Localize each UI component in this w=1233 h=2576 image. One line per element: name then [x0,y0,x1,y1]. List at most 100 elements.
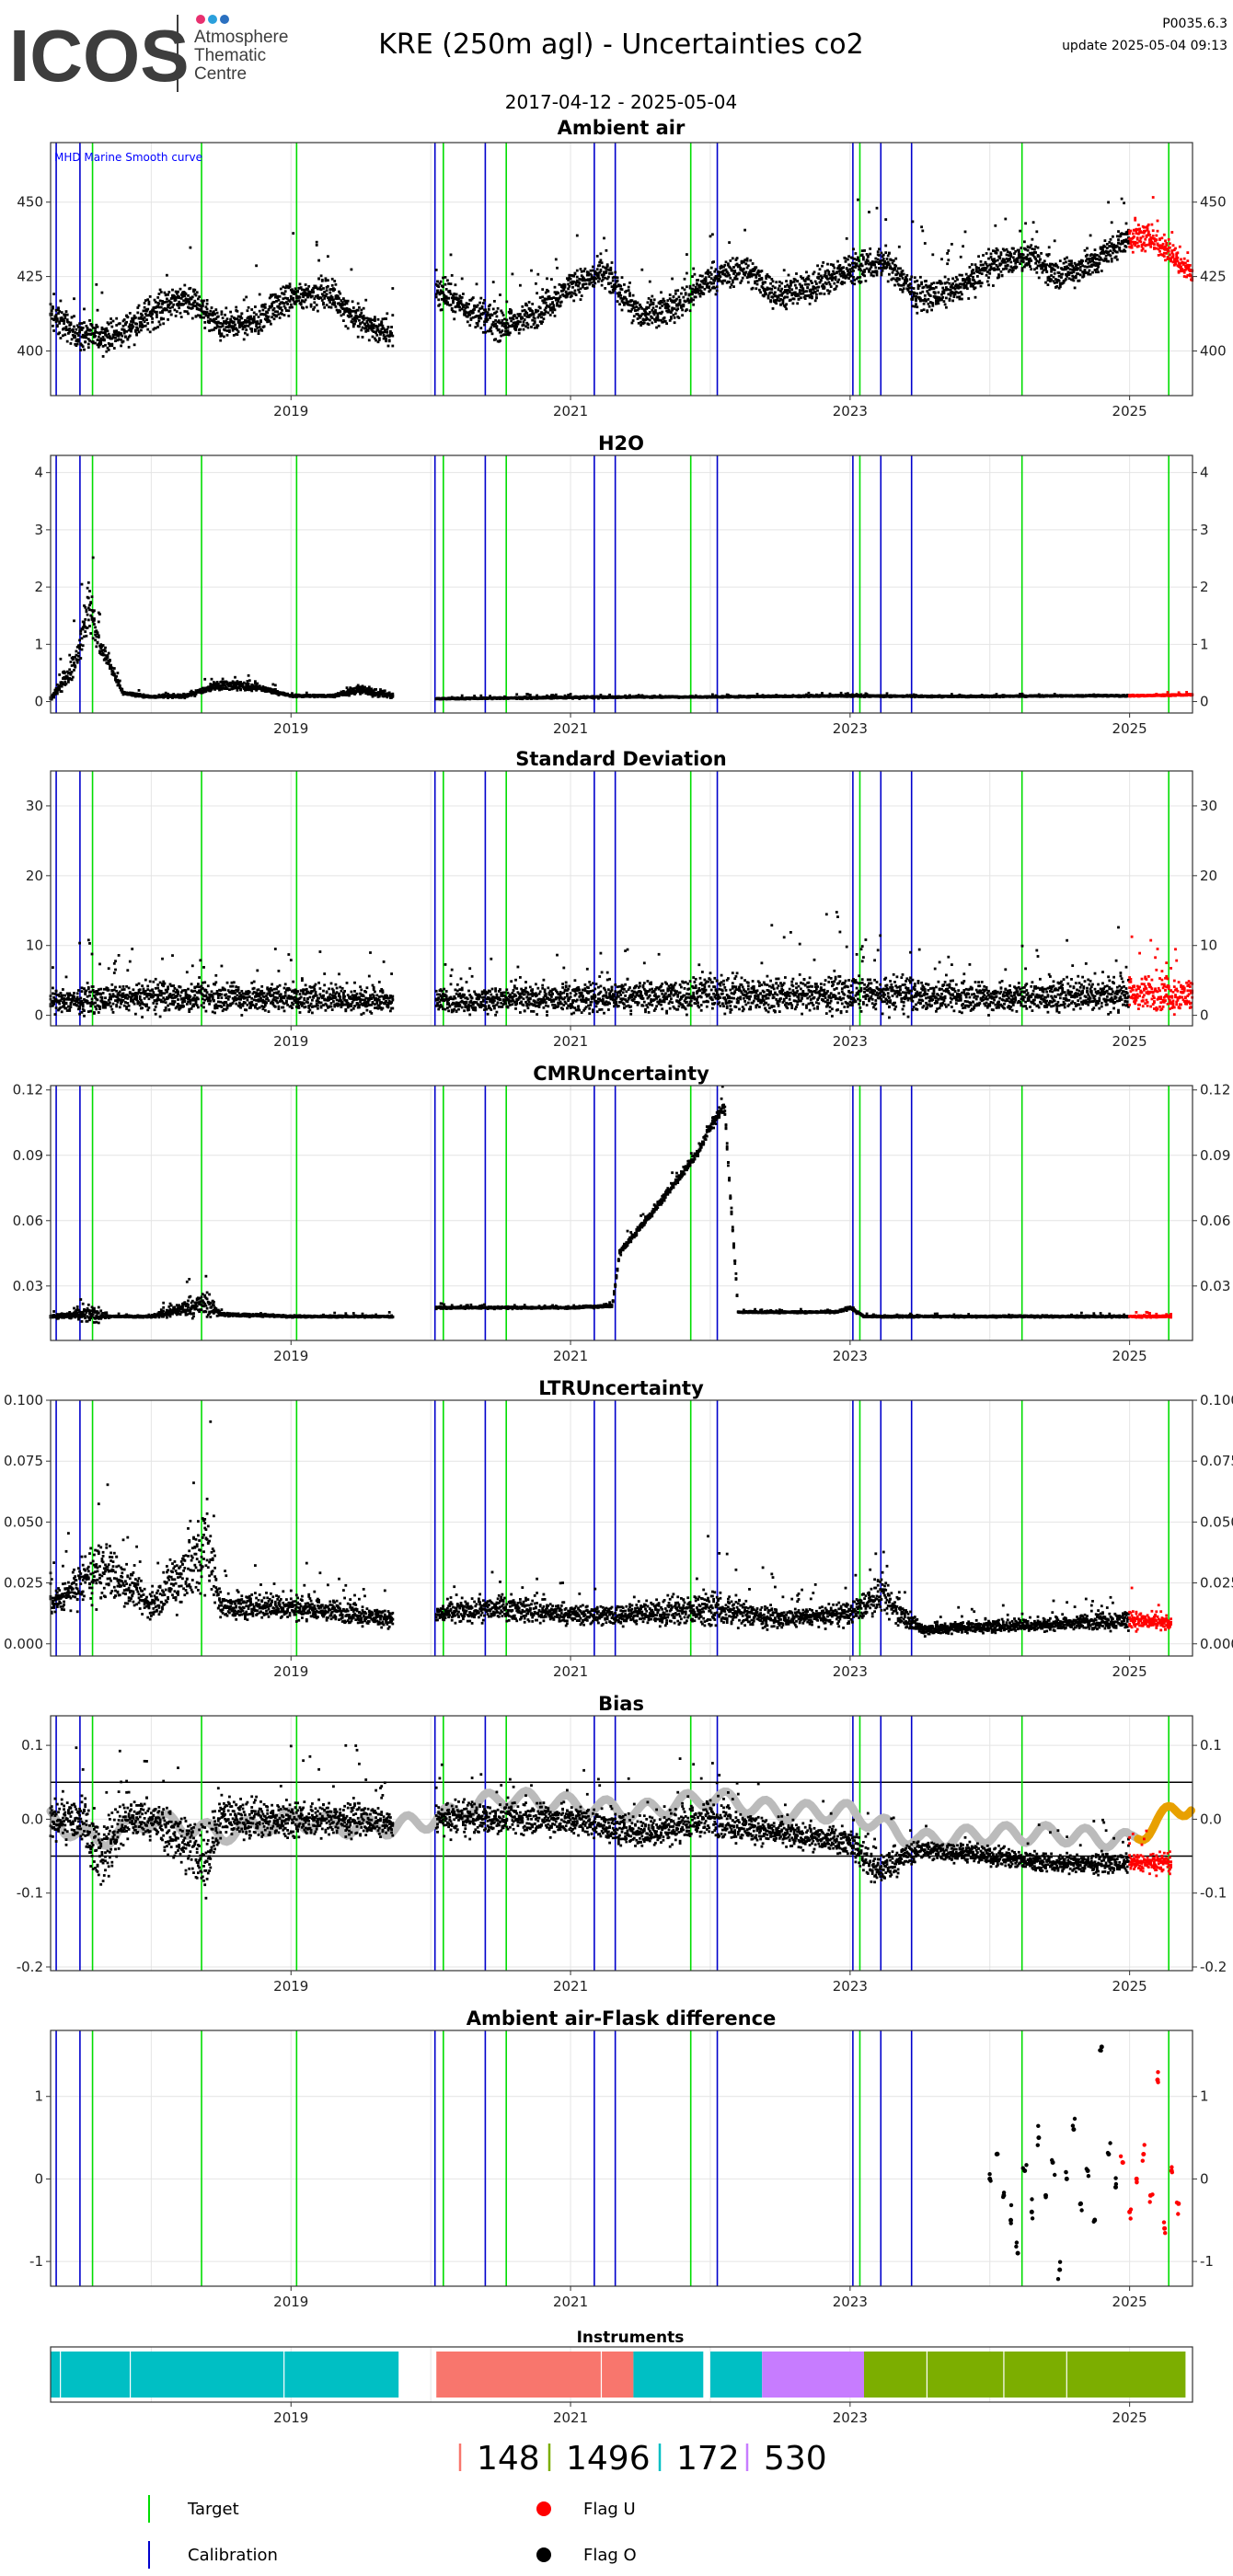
data-point [334,305,338,308]
data-point [808,302,812,305]
data-point [852,265,855,269]
data-point [125,320,128,324]
data-point [1148,241,1151,244]
data-point [785,290,788,293]
report-title: KRE (250m agl) - Uncertainties co2 [378,29,864,61]
data-point [745,259,749,262]
data-point [354,311,358,314]
data-point [1190,274,1193,278]
data-point [770,291,774,294]
data-point [83,307,86,311]
data-point [353,316,356,319]
data-point [1143,231,1146,235]
data-point [463,304,466,307]
data-point [802,290,806,293]
data-point [881,259,884,262]
data-point [161,303,164,305]
data-point [651,321,654,325]
data-point [272,317,276,321]
data-point [605,265,609,268]
data-point [379,324,382,327]
data-point [216,315,220,318]
data-point [210,677,213,681]
data-point [959,291,962,293]
data-point [54,314,58,316]
data-point [1129,229,1133,233]
logo-dot-magenta [196,15,205,24]
data-point [601,275,605,278]
data-point [120,338,122,341]
data-point [566,294,569,298]
data-point [163,291,167,294]
data-point [288,300,292,303]
data-point [1147,223,1150,226]
data-point [845,236,848,240]
data-point [740,279,743,282]
data-point [1019,253,1021,256]
data-point [997,268,1000,271]
data-point [1104,249,1108,253]
data-point [521,305,524,308]
data-point [1058,285,1062,289]
data-point [623,283,626,286]
data-point [52,324,54,328]
data-point [541,295,545,299]
data-point [668,293,672,296]
data-point [466,311,469,315]
data-point [292,232,295,235]
data-point [315,304,318,306]
data-point [213,317,215,321]
data-point [464,313,467,316]
data-point [875,206,879,210]
data-point [541,299,545,303]
data-point [1026,253,1030,257]
data-point [252,311,256,315]
data-point [875,273,879,277]
data-point [525,312,529,315]
data-point [218,328,221,332]
data-point [1103,239,1107,242]
data-point [107,332,110,336]
data-point [1049,262,1052,266]
data-point [279,306,282,309]
data-point [968,278,972,281]
data-point [1089,234,1092,237]
data-point [273,684,277,687]
data-point [77,651,80,655]
data-point [1104,254,1108,258]
data-point [1139,240,1143,244]
data-point [85,336,88,339]
data-point [1074,274,1077,278]
data-point [93,333,96,336]
data-point [779,298,782,301]
data-point [1147,230,1150,234]
data-point [590,281,593,284]
data-point [994,259,997,263]
data-point [258,322,261,326]
data-point [327,279,329,282]
data-point [86,581,90,584]
data-point [863,270,866,273]
data-point [1066,267,1070,270]
data-point [951,291,953,293]
data-point [746,264,750,268]
data-point [703,282,707,285]
data-point [479,316,483,320]
data-point [271,683,275,686]
data-point [854,252,858,255]
data-point [1124,238,1128,241]
data-point [951,299,954,303]
data-point [83,321,86,324]
data-point [325,304,328,306]
data-point [114,336,117,339]
data-point [652,298,656,302]
data-point [1006,264,1009,268]
data-point [329,305,333,309]
data-point [570,294,573,297]
data-point [1140,231,1144,235]
data-point [600,261,604,265]
data-point [1025,256,1029,259]
data-point [670,299,673,302]
data-point [91,339,95,343]
data-point [78,330,81,334]
